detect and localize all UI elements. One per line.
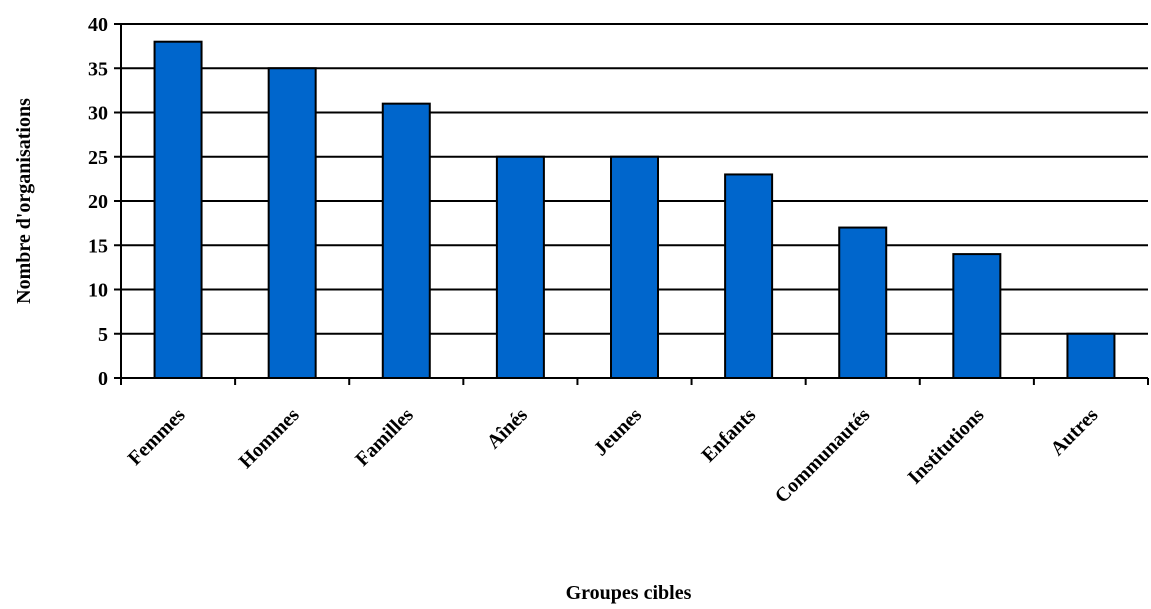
y-tick-label: 5 — [98, 324, 108, 346]
y-tick-label: 30 — [88, 103, 108, 125]
y-tick-label: 20 — [88, 191, 108, 213]
bar-hommes — [267, 67, 317, 379]
bar-autres — [1066, 332, 1116, 379]
x-tick-label: Institutions — [904, 404, 989, 489]
x-axis-title: Groupes cibles — [566, 582, 692, 604]
x-tick-label: Communautés — [771, 404, 875, 508]
x-tick-label: Aînés — [483, 404, 532, 453]
y-axis-title: Nombre d'organisations — [13, 98, 35, 304]
x-tick-label: Femmes — [124, 404, 190, 470]
y-tick-label: 0 — [98, 368, 108, 390]
bars — [153, 40, 1116, 380]
bar-institutions — [952, 253, 1002, 380]
bar-jeunes — [610, 155, 659, 379]
y-tick-label: 35 — [88, 58, 108, 80]
y-tick-label: 10 — [88, 280, 108, 302]
bar-enfants — [724, 173, 774, 379]
x-tick-label: Autres — [1046, 404, 1102, 460]
y-tick-label: 15 — [88, 235, 108, 257]
bar-femmes — [153, 40, 203, 379]
bar-familles — [381, 102, 431, 380]
x-tick-label: Familles — [351, 404, 418, 471]
x-tick-label: Jeunes — [590, 404, 647, 461]
x-ticks: Femmes Hommes Familles Aînés Jeunes Enfants Co… — [120, 378, 1149, 508]
bar-aînés — [495, 155, 545, 379]
x-tick-label: Enfants — [697, 404, 760, 467]
bar-communautés — [838, 226, 888, 379]
y-tick-label: 25 — [88, 147, 108, 169]
y-tick-label: 40 — [88, 14, 108, 36]
x-tick-label: Hommes — [235, 404, 304, 473]
y-ticks: 0 5 10 15 20 25 30 35 40 — [88, 14, 121, 390]
